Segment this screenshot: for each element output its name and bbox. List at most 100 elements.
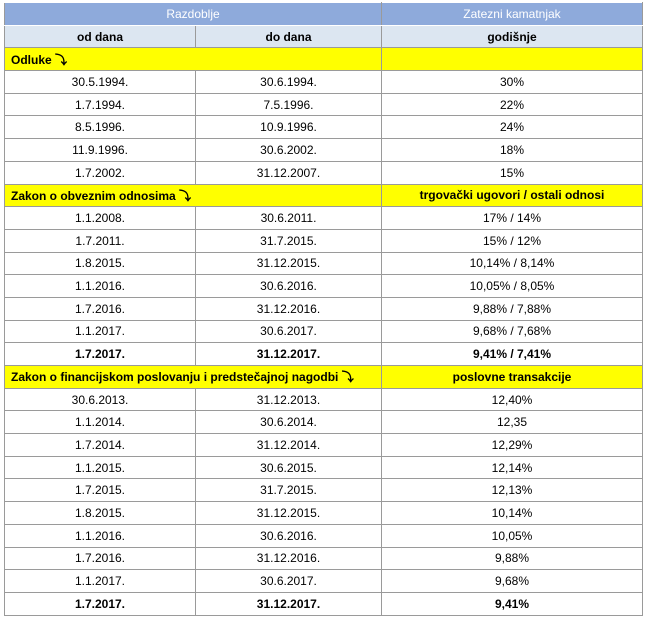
data-cell: 1.1.2016. bbox=[4, 523, 196, 548]
data-cell: 1.1.2014. bbox=[4, 410, 196, 435]
data-cell: 17% / 14% bbox=[381, 206, 643, 230]
data-cell: 31.12.2013. bbox=[195, 387, 382, 412]
data-row: 1.7.2017. 31.12.2017. 9,41% / 7,41% bbox=[4, 342, 643, 366]
data-cell: 1.8.2015. bbox=[4, 251, 196, 276]
data-cell: 30.6.2002. bbox=[195, 138, 382, 162]
section-rate-label: trgovački ugovori / ostali odnosi bbox=[381, 183, 643, 208]
data-cell: 11.9.1996. bbox=[4, 138, 196, 162]
section-title: Zakon o obveznim odnosima ⤵ bbox=[4, 183, 382, 208]
data-row: 1.7.2017. 31.12.2017. 9,41% bbox=[4, 591, 643, 616]
data-cell: 1.7.2016. bbox=[4, 546, 196, 571]
data-cell: 9,41% / 7,41% bbox=[381, 342, 643, 366]
data-cell: 12,14% bbox=[381, 455, 643, 480]
data-row: 1.1.2016. 30.6.2016. 10,05% / 8,05% bbox=[4, 274, 643, 298]
data-cell: 8.5.1996. bbox=[4, 115, 196, 140]
data-cell: 1.1.2016. bbox=[4, 274, 196, 298]
data-cell: 1.7.2011. bbox=[4, 228, 196, 253]
section-row: Zakon o obveznim odnosima ⤵ trgovački ugo… bbox=[4, 183, 643, 208]
data-cell: 31.12.2015. bbox=[195, 251, 382, 276]
data-cell: 30% bbox=[381, 70, 643, 94]
data-cell: 12,35 bbox=[381, 410, 643, 435]
data-cell: 9,68% bbox=[381, 569, 643, 593]
data-row: 1.1.2016. 30.6.2016. 10,05% bbox=[4, 523, 643, 548]
data-row: 30.6.2013. 31.12.2013. 12,40% bbox=[4, 387, 643, 412]
section-title: Odluke ⤵ bbox=[4, 47, 382, 72]
data-cell: 1.1.2015. bbox=[4, 455, 196, 480]
data-cell: 22% bbox=[381, 92, 643, 117]
data-cell: 30.6.2016. bbox=[195, 523, 382, 548]
data-cell: 12,29% bbox=[381, 433, 643, 457]
data-cell: 9,88% / 7,88% bbox=[381, 296, 643, 321]
data-cell: 30.5.1994. bbox=[4, 70, 196, 94]
header-cell: Razdoblje bbox=[4, 2, 382, 26]
data-cell: 31.12.2017. bbox=[195, 591, 382, 616]
data-cell: 1.7.1994. bbox=[4, 92, 196, 117]
data-cell: 31.7.2015. bbox=[195, 478, 382, 503]
data-cell: 31.12.2007. bbox=[195, 160, 382, 185]
data-cell: 1.1.2017. bbox=[4, 569, 196, 593]
data-row: 1.7.2014. 31.12.2014. 12,29% bbox=[4, 433, 643, 457]
data-row: 1.8.2015. 31.12.2015. 10,14% / 8,14% bbox=[4, 251, 643, 276]
data-cell: 30.6.2015. bbox=[195, 455, 382, 480]
data-cell: 10,05% bbox=[381, 523, 643, 548]
data-row: 8.5.1996. 10.9.1996. 24% bbox=[4, 115, 643, 140]
data-row: 1.7.2002. 31.12.2007. 15% bbox=[4, 160, 643, 185]
data-cell: 15% bbox=[381, 160, 643, 185]
data-cell: 30.6.2017. bbox=[195, 569, 382, 593]
data-cell: 9,88% bbox=[381, 546, 643, 571]
data-cell: 7.5.1996. bbox=[195, 92, 382, 117]
data-row: 1.1.2008. 30.6.2011. 17% / 14% bbox=[4, 206, 643, 230]
data-cell: 1.7.2014. bbox=[4, 433, 196, 457]
data-cell: 30.6.2017. bbox=[195, 319, 382, 344]
data-cell: 1.8.2015. bbox=[4, 501, 196, 525]
data-row: 1.7.2016. 31.12.2016. 9,88% bbox=[4, 546, 643, 571]
data-cell: 31.12.2016. bbox=[195, 296, 382, 321]
data-cell: 1.1.2017. bbox=[4, 319, 196, 344]
section-title: Zakon o financijskom poslovanju i predst… bbox=[4, 365, 382, 389]
header-row: od dana do dana godišnje bbox=[4, 24, 643, 49]
data-cell: 12,40% bbox=[381, 387, 643, 412]
data-cell: 9,41% bbox=[381, 591, 643, 616]
data-cell: 1.7.2017. bbox=[4, 591, 196, 616]
data-cell: 9,68% / 7,68% bbox=[381, 319, 643, 344]
header-row: Razdoblje Zatezni kamatnjak bbox=[4, 2, 643, 26]
data-cell: 31.12.2014. bbox=[195, 433, 382, 457]
data-cell: 31.12.2015. bbox=[195, 501, 382, 525]
data-cell: 10.9.1996. bbox=[195, 115, 382, 140]
data-cell: 31.12.2016. bbox=[195, 546, 382, 571]
data-cell: 30.6.2014. bbox=[195, 410, 382, 435]
header-cell: godišnje bbox=[381, 24, 643, 49]
data-cell: 31.7.2015. bbox=[195, 228, 382, 253]
data-cell: 1.1.2008. bbox=[4, 206, 196, 230]
data-row: 1.7.2015. 31.7.2015. 12,13% bbox=[4, 478, 643, 503]
data-cell: 10,05% / 8,05% bbox=[381, 274, 643, 298]
data-row: 30.5.1994. 30.6.1994. 30% bbox=[4, 70, 643, 94]
data-row: 1.1.2014. 30.6.2014. 12,35 bbox=[4, 410, 643, 435]
table-body: Razdoblje Zatezni kamatnjak od dana do d… bbox=[4, 2, 643, 616]
data-cell: 30.6.2016. bbox=[195, 274, 382, 298]
section-row: Zakon o financijskom poslovanju i predst… bbox=[4, 365, 643, 389]
data-row: 1.7.1994. 7.5.1996. 22% bbox=[4, 92, 643, 117]
data-row: 1.1.2017. 30.6.2017. 9,68% / 7,68% bbox=[4, 319, 643, 344]
data-cell: 1.7.2016. bbox=[4, 296, 196, 321]
data-row: 1.7.2016. 31.12.2016. 9,88% / 7,88% bbox=[4, 296, 643, 321]
data-row: 1.1.2015. 30.6.2015. 12,14% bbox=[4, 455, 643, 480]
data-cell: 1.7.2002. bbox=[4, 160, 196, 185]
header-cell: Zatezni kamatnjak bbox=[381, 2, 643, 26]
data-cell: 1.7.2017. bbox=[4, 342, 196, 366]
data-row: 11.9.1996. 30.6.2002. 18% bbox=[4, 138, 643, 162]
data-row: 1.8.2015. 31.12.2015. 10,14% bbox=[4, 501, 643, 525]
data-cell: 10,14% / 8,14% bbox=[381, 251, 643, 276]
data-row: 1.7.2011. 31.7.2015. 15% / 12% bbox=[4, 228, 643, 253]
data-cell: 18% bbox=[381, 138, 643, 162]
header-cell: do dana bbox=[195, 24, 382, 49]
section-rate-label: poslovne transakcije bbox=[381, 365, 643, 389]
data-cell: 30.6.2011. bbox=[195, 206, 382, 230]
data-cell: 1.7.2015. bbox=[4, 478, 196, 503]
rate-table: Razdoblje Zatezni kamatnjak od dana do d… bbox=[4, 2, 643, 616]
data-row: 1.1.2017. 30.6.2017. 9,68% bbox=[4, 569, 643, 593]
section-rate-label bbox=[381, 47, 643, 72]
header-cell: od dana bbox=[4, 24, 196, 49]
data-cell: 12,13% bbox=[381, 478, 643, 503]
